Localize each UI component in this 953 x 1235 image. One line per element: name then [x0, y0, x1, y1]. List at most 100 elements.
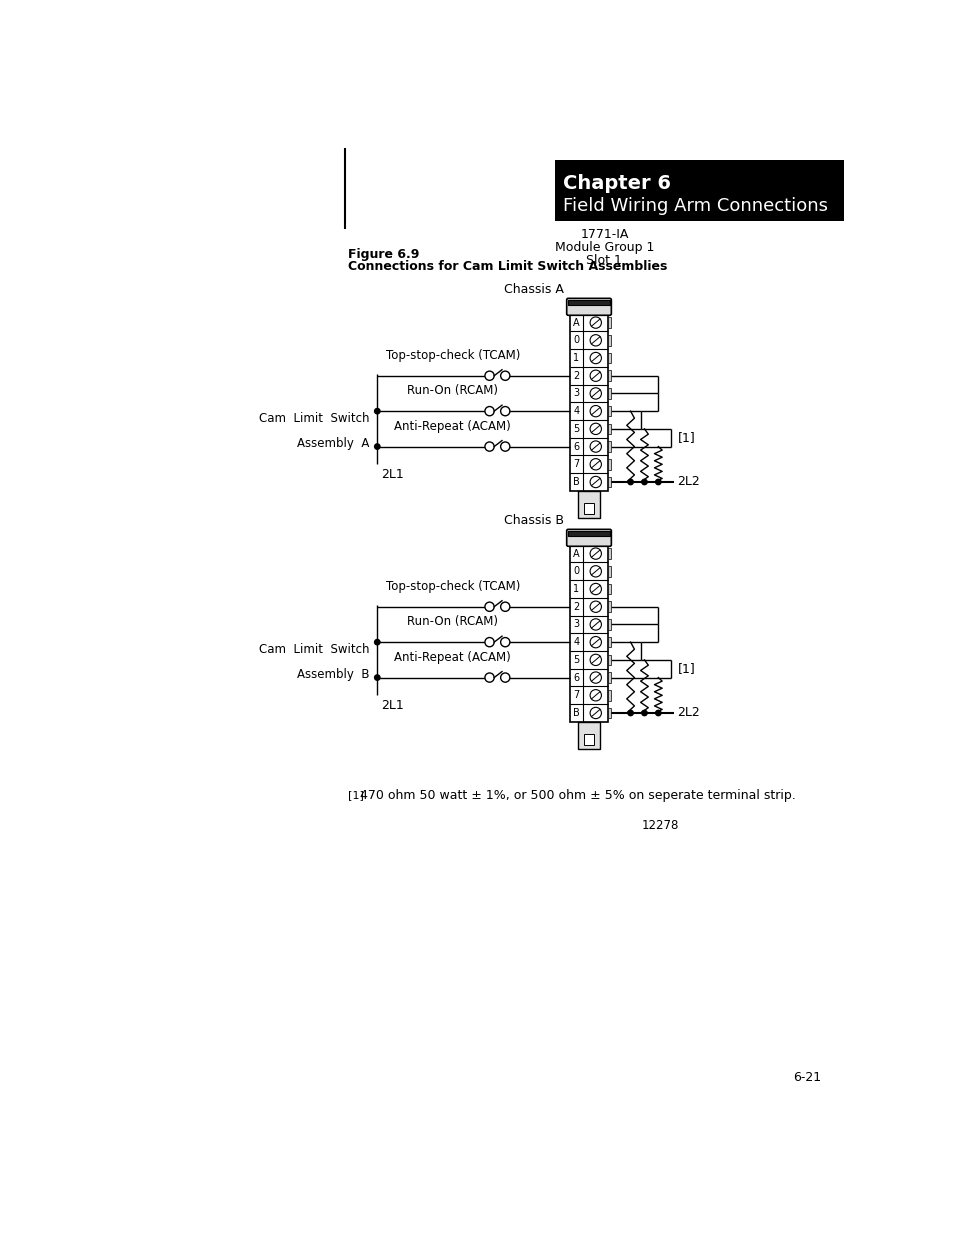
Bar	[608, 353, 611, 363]
Circle shape	[500, 603, 509, 611]
Circle shape	[590, 601, 600, 613]
Text: 7: 7	[573, 690, 579, 700]
Text: [1]: [1]	[348, 790, 363, 800]
Circle shape	[590, 548, 600, 559]
Text: Run-On (RCAM): Run-On (RCAM)	[407, 384, 497, 398]
Circle shape	[590, 672, 600, 683]
Text: 1: 1	[573, 584, 579, 594]
Text: Connections for Cam Limit Switch Assemblies: Connections for Cam Limit Switch Assembl…	[348, 259, 667, 273]
Text: 6: 6	[573, 442, 579, 452]
Circle shape	[590, 370, 600, 382]
Text: Chassis A: Chassis A	[503, 283, 563, 295]
Circle shape	[627, 710, 633, 716]
Circle shape	[590, 636, 600, 648]
Text: 1771-IA: 1771-IA	[579, 227, 628, 241]
Text: A: A	[573, 548, 579, 558]
Circle shape	[590, 708, 600, 719]
Text: 3: 3	[573, 620, 579, 630]
Bar	[608, 370, 611, 382]
Bar	[608, 584, 611, 594]
Text: 4: 4	[573, 406, 579, 416]
Bar	[569, 545, 608, 721]
Text: [1]: [1]	[677, 431, 695, 445]
Bar	[608, 406, 611, 416]
Text: 2L2: 2L2	[677, 706, 700, 720]
Text: Slot 1: Slot 1	[586, 253, 621, 267]
Text: Figure 6.9: Figure 6.9	[348, 248, 419, 262]
Bar	[569, 314, 608, 490]
Bar	[568, 531, 609, 536]
Text: 1: 1	[573, 353, 579, 363]
FancyBboxPatch shape	[566, 530, 611, 546]
Bar	[608, 459, 611, 469]
Circle shape	[375, 443, 379, 450]
Circle shape	[500, 442, 509, 451]
Circle shape	[590, 424, 600, 435]
Circle shape	[375, 674, 379, 680]
Text: Module Group 1: Module Group 1	[554, 241, 654, 253]
Text: Chassis B: Chassis B	[503, 514, 563, 526]
FancyBboxPatch shape	[566, 299, 611, 315]
Circle shape	[590, 458, 600, 471]
Text: Cam  Limit  Switch: Cam Limit Switch	[259, 643, 369, 656]
Bar	[608, 566, 611, 577]
Bar	[583, 503, 594, 514]
Circle shape	[500, 673, 509, 682]
Circle shape	[484, 637, 494, 647]
Text: 2: 2	[573, 601, 579, 611]
Text: 470 ohm 50 watt ± 1%, or 500 ohm ± 5% on seperate terminal strip.: 470 ohm 50 watt ± 1%, or 500 ohm ± 5% on…	[355, 788, 795, 802]
Circle shape	[627, 479, 633, 484]
Text: B: B	[573, 477, 579, 487]
Text: Assembly  A: Assembly A	[297, 436, 369, 450]
Text: 2: 2	[573, 370, 579, 380]
Circle shape	[590, 566, 600, 577]
Bar	[608, 441, 611, 452]
Text: Assembly  B: Assembly B	[296, 668, 369, 680]
Bar	[608, 424, 611, 435]
Bar	[608, 619, 611, 630]
Circle shape	[484, 603, 494, 611]
Text: Anti-Repeat (ACAM): Anti-Repeat (ACAM)	[394, 420, 511, 432]
Text: 2L1: 2L1	[381, 468, 403, 482]
Text: [1]: [1]	[677, 662, 695, 676]
Circle shape	[375, 409, 379, 414]
Bar	[578, 490, 599, 517]
Bar	[608, 601, 611, 613]
Circle shape	[484, 673, 494, 682]
Text: Run-On (RCAM): Run-On (RCAM)	[407, 615, 497, 629]
Bar	[608, 655, 611, 666]
Text: 0: 0	[573, 336, 579, 346]
Bar	[578, 721, 599, 748]
Bar	[608, 548, 611, 559]
Text: Chapter 6: Chapter 6	[562, 174, 670, 193]
Circle shape	[641, 479, 646, 484]
Bar	[608, 708, 611, 719]
Text: 2L1: 2L1	[381, 699, 403, 713]
Bar	[568, 300, 609, 305]
Bar	[583, 734, 594, 745]
Text: 0: 0	[573, 567, 579, 577]
Circle shape	[590, 619, 600, 630]
Text: 7: 7	[573, 459, 579, 469]
Circle shape	[500, 637, 509, 647]
Circle shape	[590, 388, 600, 399]
Circle shape	[484, 406, 494, 416]
Text: 6-21: 6-21	[792, 1071, 821, 1084]
Circle shape	[655, 479, 660, 484]
Bar	[608, 637, 611, 647]
Circle shape	[641, 710, 646, 716]
Circle shape	[590, 477, 600, 488]
Circle shape	[590, 655, 600, 666]
Text: 3: 3	[573, 389, 579, 399]
Bar	[608, 388, 611, 399]
Circle shape	[590, 352, 600, 363]
Text: Cam  Limit  Switch: Cam Limit Switch	[259, 412, 369, 425]
Text: Field Wiring Arm Connections: Field Wiring Arm Connections	[562, 196, 827, 215]
Circle shape	[500, 370, 509, 380]
Text: Top-stop-check (TCAM): Top-stop-check (TCAM)	[385, 580, 519, 593]
Circle shape	[484, 370, 494, 380]
Circle shape	[590, 689, 600, 701]
Circle shape	[590, 583, 600, 595]
Circle shape	[500, 406, 509, 416]
Bar	[608, 690, 611, 700]
